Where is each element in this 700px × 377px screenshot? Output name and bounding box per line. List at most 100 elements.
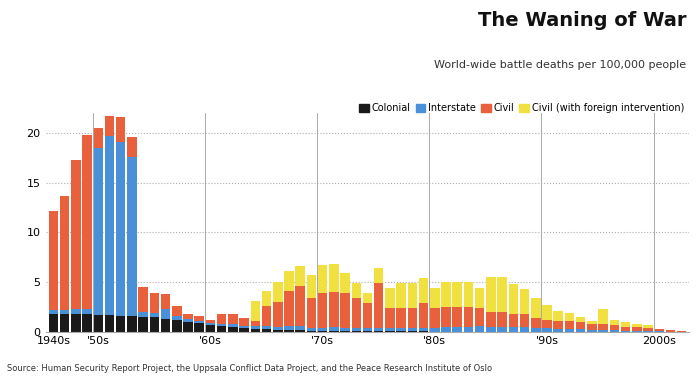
Bar [632, 324, 641, 327]
Bar [60, 196, 69, 310]
Bar [498, 312, 507, 327]
Bar [127, 316, 136, 332]
Bar [71, 309, 80, 314]
Bar [396, 283, 406, 308]
Legend: Colonial, Interstate, Civil, Civil (with foreign intervention): Colonial, Interstate, Civil, Civil (with… [355, 99, 688, 117]
Bar [486, 277, 496, 312]
Bar [520, 314, 529, 327]
Bar [610, 330, 619, 332]
Text: Source: Human Security Report Project, the Uppsala Conflict Data Project, and th: Source: Human Security Report Project, t… [7, 364, 492, 373]
Bar [363, 303, 372, 328]
Bar [407, 331, 417, 332]
Bar [598, 330, 608, 332]
Bar [554, 329, 563, 332]
Bar [340, 293, 350, 328]
Bar [430, 288, 440, 308]
Bar [195, 323, 204, 332]
Bar [318, 293, 328, 328]
Bar [206, 323, 215, 325]
Bar [329, 292, 339, 327]
Bar [139, 287, 148, 312]
Bar [463, 327, 473, 332]
Bar [318, 265, 328, 293]
Bar [542, 328, 552, 332]
Bar [116, 316, 125, 332]
Bar [452, 327, 462, 332]
Bar [565, 329, 574, 332]
Bar [172, 320, 181, 332]
Bar [295, 330, 305, 332]
Bar [666, 330, 675, 332]
Bar [452, 282, 462, 307]
Bar [351, 331, 361, 332]
Bar [396, 331, 406, 332]
Bar [340, 331, 350, 332]
Bar [94, 315, 103, 332]
Bar [82, 309, 92, 314]
Bar [183, 319, 192, 322]
Bar [351, 283, 361, 298]
Bar [307, 331, 316, 332]
Bar [172, 316, 181, 320]
Bar [127, 157, 136, 316]
Bar [374, 268, 384, 283]
Bar [82, 314, 92, 332]
Bar [105, 136, 114, 315]
Bar [262, 291, 272, 306]
Bar [262, 306, 272, 326]
Bar [183, 314, 192, 319]
Bar [295, 326, 305, 330]
Bar [610, 320, 619, 325]
Bar [677, 331, 687, 332]
Bar [228, 314, 237, 324]
Bar [419, 303, 428, 328]
Bar [82, 135, 92, 309]
Bar [632, 327, 641, 331]
Bar [239, 318, 249, 326]
Bar [262, 326, 272, 329]
Bar [520, 327, 529, 332]
Bar [531, 318, 540, 328]
Bar [576, 317, 585, 322]
Bar [251, 321, 260, 326]
Bar [295, 286, 305, 326]
Bar [48, 310, 58, 314]
Bar [307, 298, 316, 328]
Bar [105, 315, 114, 332]
Bar [273, 330, 283, 332]
Bar [60, 310, 69, 314]
Bar [172, 306, 181, 316]
Bar [396, 308, 406, 328]
Bar [554, 311, 563, 321]
Text: The Waning of War: The Waning of War [477, 11, 686, 30]
Bar [329, 264, 339, 292]
Bar [542, 320, 552, 328]
Bar [486, 312, 496, 327]
Bar [48, 314, 58, 332]
Bar [48, 210, 58, 310]
Bar [587, 321, 596, 324]
Bar [452, 307, 462, 327]
Bar [217, 324, 226, 326]
Bar [430, 328, 440, 332]
Bar [407, 283, 417, 308]
Bar [554, 321, 563, 329]
Bar [60, 314, 69, 332]
Bar [498, 327, 507, 332]
Bar [284, 271, 294, 291]
Bar [509, 284, 518, 314]
Bar [475, 326, 484, 332]
Bar [643, 331, 653, 332]
Bar [228, 327, 237, 332]
Bar [621, 331, 630, 332]
Bar [351, 298, 361, 328]
Bar [127, 137, 136, 157]
Bar [407, 328, 417, 331]
Bar [374, 328, 384, 331]
Bar [239, 328, 249, 332]
Bar [195, 316, 204, 321]
Bar [206, 325, 215, 332]
Bar [363, 293, 372, 303]
Bar [374, 331, 384, 332]
Bar [351, 328, 361, 331]
